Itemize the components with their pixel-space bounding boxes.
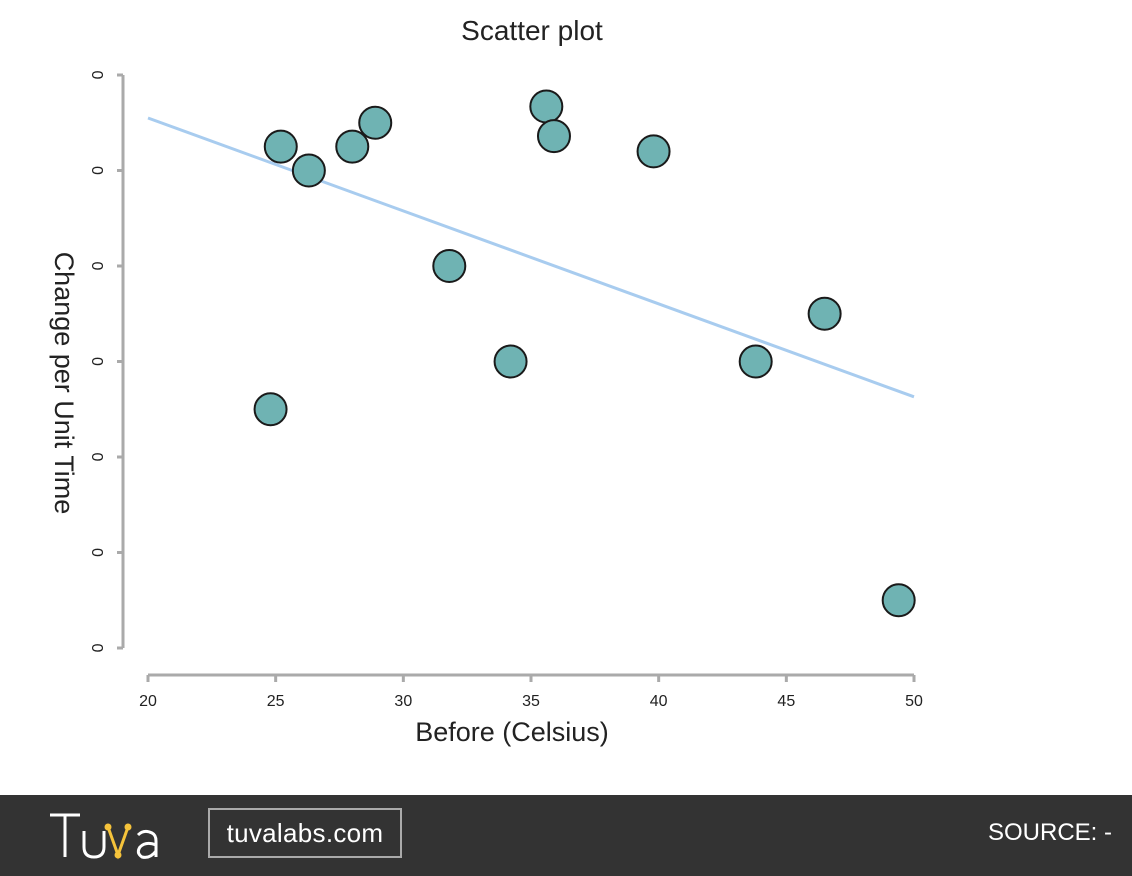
data-point[interactable] xyxy=(358,105,393,140)
data-point[interactable] xyxy=(636,134,671,169)
y-tick-label: 0 xyxy=(88,453,105,462)
footer-bar: tuvalabs.com SOURCE: - xyxy=(0,795,1132,876)
x-tick-label: 40 xyxy=(650,693,668,710)
data-points xyxy=(253,89,916,618)
data-point[interactable] xyxy=(738,344,773,379)
y-axis: 0 0 0 0 0 0 0 xyxy=(88,71,125,653)
data-point[interactable] xyxy=(432,249,467,283)
tuva-logo[interactable] xyxy=(46,805,166,865)
y-tick-label: 0 xyxy=(88,71,105,80)
chart-title: Scatter plot xyxy=(461,15,603,46)
y-tick-label: 0 xyxy=(88,357,105,366)
x-tick-label: 25 xyxy=(267,693,285,710)
data-point[interactable] xyxy=(253,392,288,427)
data-point[interactable] xyxy=(263,129,298,164)
data-point[interactable] xyxy=(335,129,370,164)
data-point[interactable] xyxy=(807,296,842,331)
y-tick-label: 0 xyxy=(88,548,105,557)
x-tick-label: 20 xyxy=(139,693,157,710)
y-axis-label: Change per Unit Time xyxy=(49,252,79,515)
y-tick-label: 0 xyxy=(88,166,105,175)
x-axis-label: Before (Celsius) xyxy=(415,717,609,747)
tuva-logo-icon xyxy=(50,813,158,860)
x-axis: 20 25 30 35 40 45 50 xyxy=(139,673,923,710)
y-tick-label: 0 xyxy=(88,262,105,271)
x-tick-label: 30 xyxy=(394,693,412,710)
x-tick-label: 35 xyxy=(522,693,540,710)
website-link[interactable]: tuvalabs.com xyxy=(208,808,402,858)
data-point[interactable] xyxy=(536,119,571,154)
trendline xyxy=(147,116,915,399)
x-tick-label: 45 xyxy=(777,693,795,710)
data-point[interactable] xyxy=(291,153,326,188)
y-tick-label: 0 xyxy=(88,644,105,653)
data-point[interactable] xyxy=(529,89,564,124)
scatter-chart: Scatter plot 0 0 0 0 0 0 0 20 25 30 35 40 45 50 Befo… xyxy=(49,15,923,747)
x-tick-label: 50 xyxy=(905,693,923,710)
source-label: SOURCE: - xyxy=(987,819,1112,846)
data-point[interactable] xyxy=(493,344,528,379)
trendline-group xyxy=(147,116,915,399)
data-point[interactable] xyxy=(881,583,916,618)
